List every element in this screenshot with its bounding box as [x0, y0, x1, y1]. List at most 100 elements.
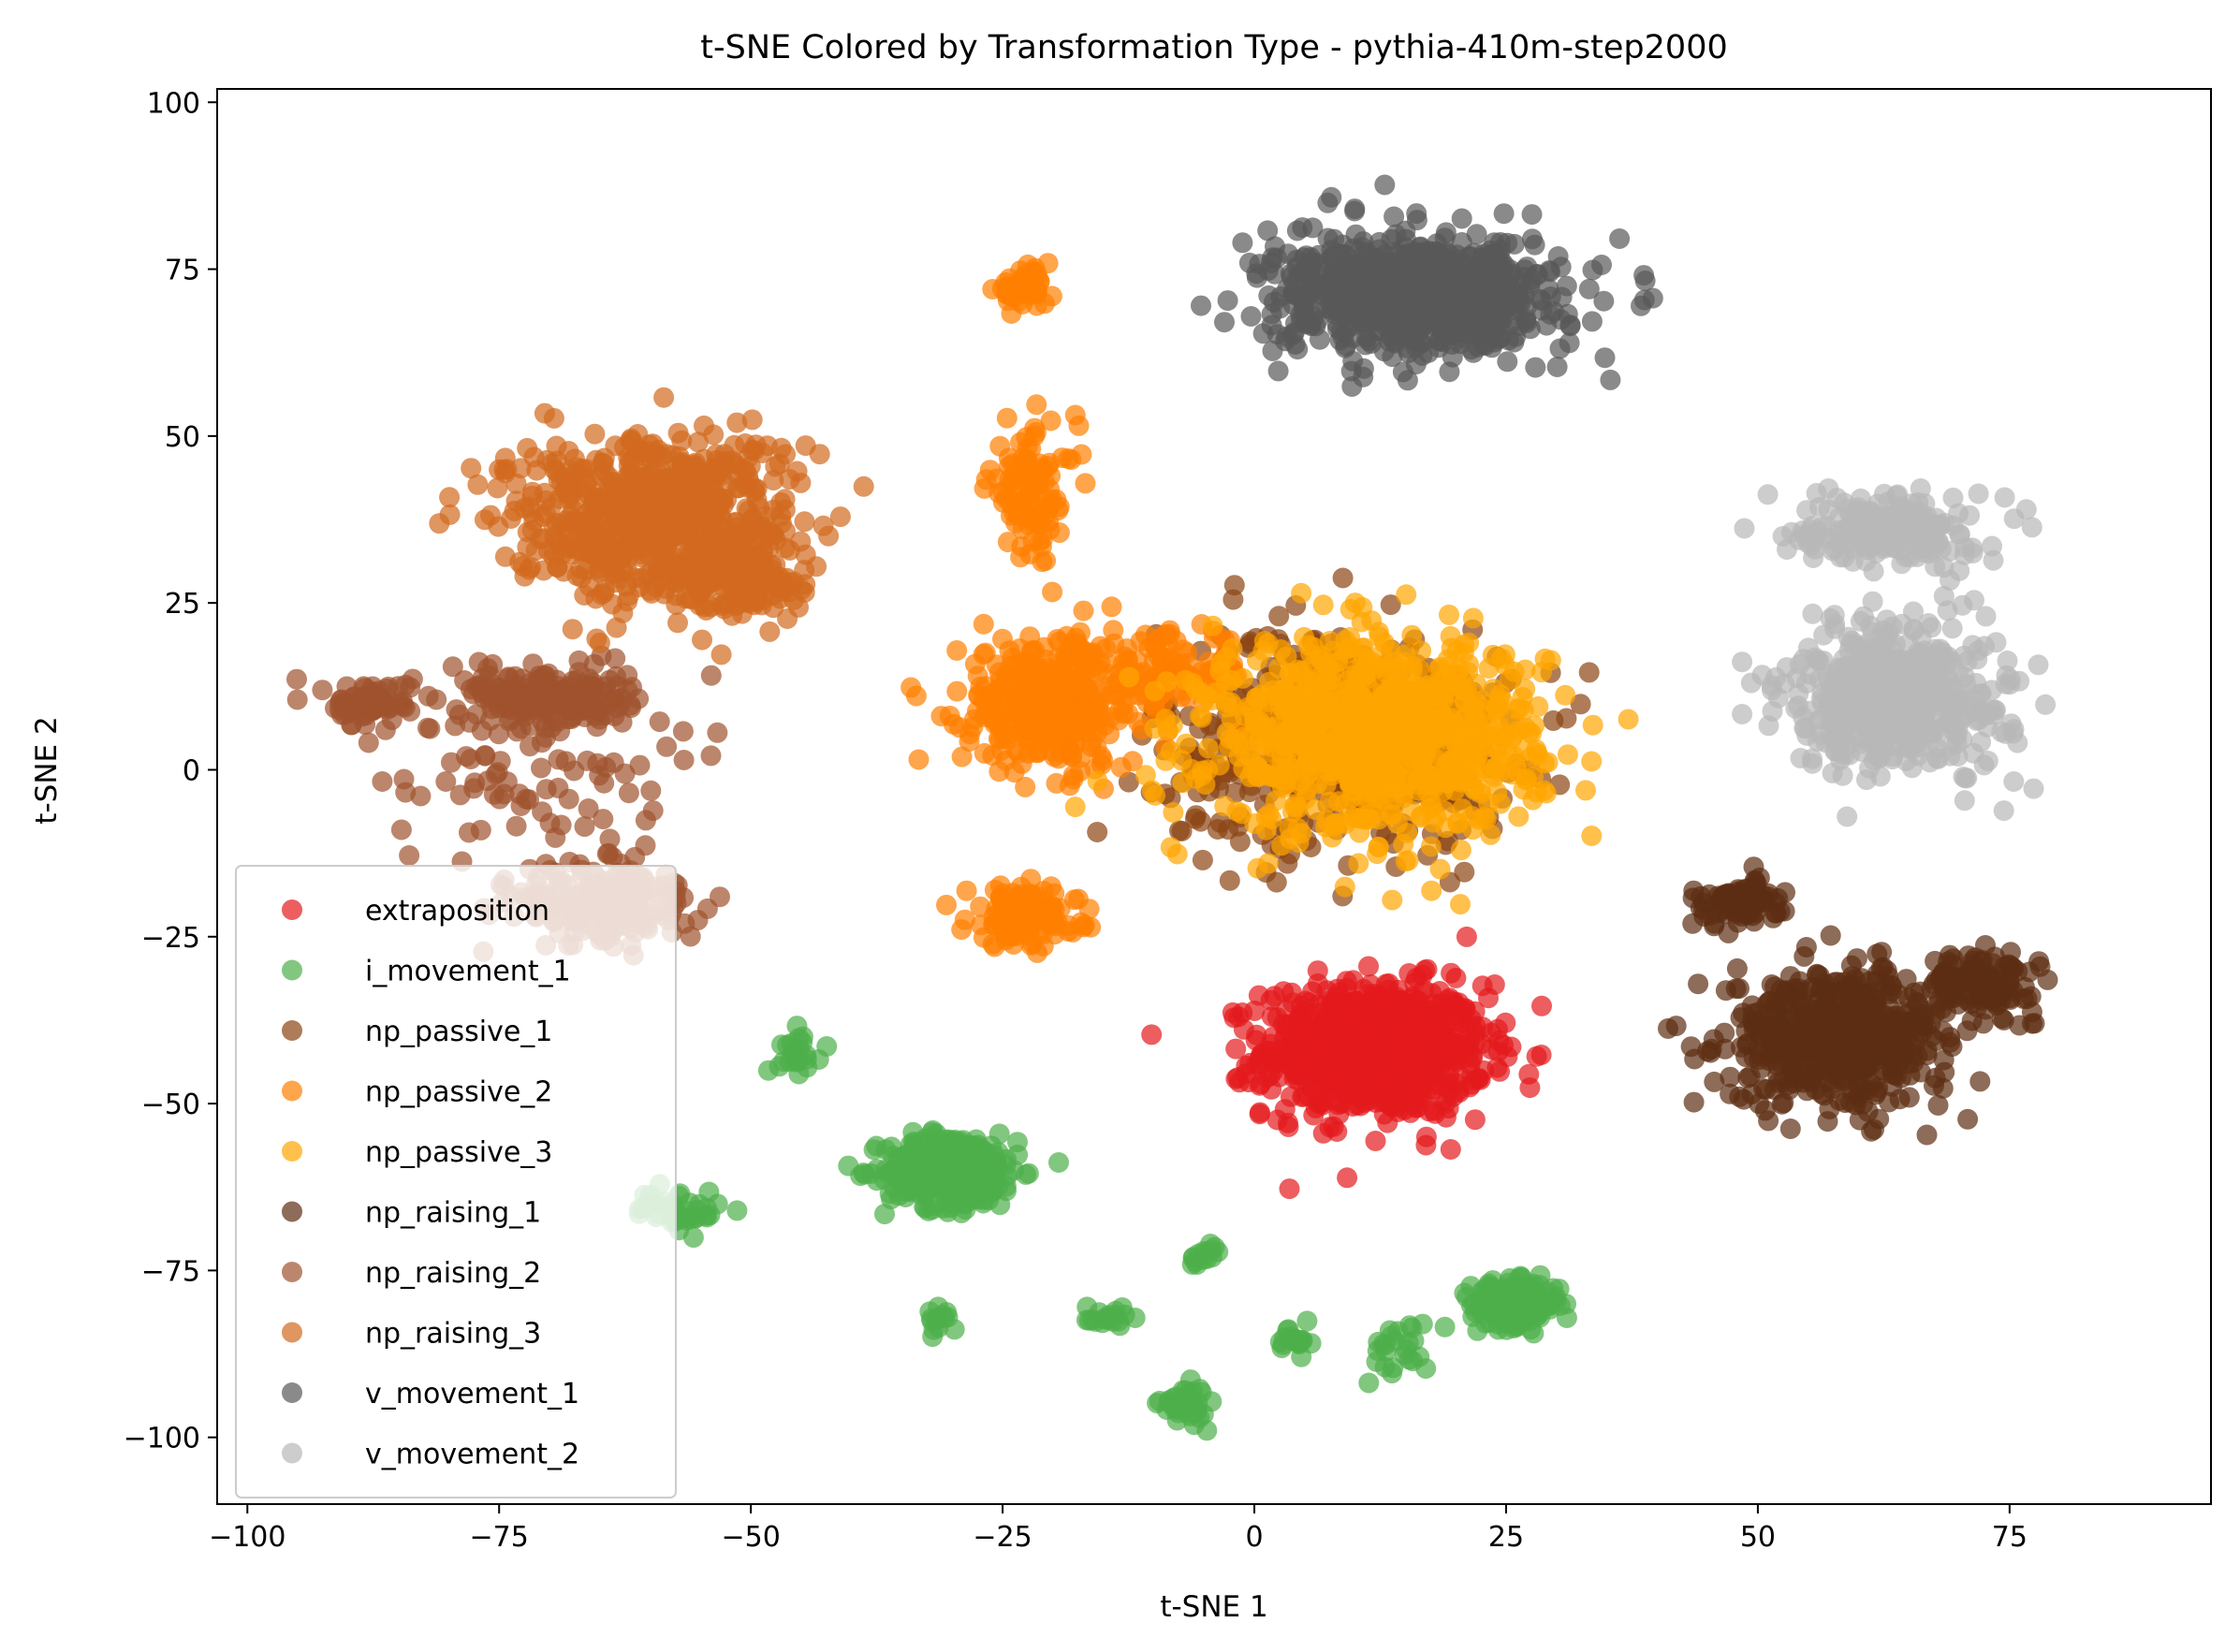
data-point — [1413, 979, 1435, 1001]
data-point — [946, 640, 968, 661]
data-point — [1864, 1118, 1884, 1140]
data-point — [1307, 773, 1328, 795]
data-point — [1557, 744, 1578, 766]
data-point — [1526, 1045, 1547, 1067]
data-point — [1279, 817, 1300, 839]
data-point — [605, 648, 626, 669]
data-point — [1683, 1091, 1705, 1113]
data-point — [922, 1148, 944, 1170]
data-point — [992, 481, 1014, 502]
data-point — [1287, 659, 1309, 680]
data-point — [1048, 522, 1070, 544]
data-point — [1795, 937, 1817, 958]
data-point — [1476, 1290, 1498, 1310]
data-point — [1040, 410, 1061, 431]
data-point — [1325, 987, 1347, 1009]
data-point — [1228, 746, 1250, 768]
data-point — [617, 665, 638, 686]
data-point — [1401, 624, 1423, 646]
data-point — [1066, 678, 1088, 699]
data-point — [1575, 780, 1596, 801]
data-point — [1348, 853, 1369, 874]
data-point — [1494, 654, 1515, 676]
data-point — [883, 1162, 904, 1183]
data-point — [1370, 777, 1392, 798]
data-point — [954, 909, 975, 930]
data-point — [1279, 1178, 1300, 1200]
data-point — [995, 750, 1017, 771]
data-point — [1229, 1072, 1251, 1093]
data-point — [1176, 733, 1197, 754]
data-point — [1342, 1040, 1364, 1061]
data-point — [1246, 1054, 1267, 1075]
data-point — [1087, 822, 1108, 842]
data-point — [1086, 738, 1107, 758]
data-point — [930, 1305, 952, 1326]
data-point — [1318, 670, 1340, 692]
points-layer — [286, 174, 2058, 1441]
data-point — [1000, 905, 1020, 926]
data-point — [1394, 651, 1415, 673]
data-point — [726, 1200, 748, 1221]
data-point — [1956, 1020, 1978, 1042]
data-point — [1047, 629, 1068, 650]
data-point — [1078, 899, 1100, 920]
data-point — [1805, 1061, 1826, 1083]
data-point — [1445, 967, 1467, 988]
data-point — [1371, 644, 1393, 665]
data-point — [1887, 984, 1909, 1005]
data-point — [1531, 662, 1552, 683]
data-point — [312, 680, 333, 701]
data-point — [1015, 707, 1036, 728]
data-point — [1233, 726, 1254, 748]
data-point — [1817, 982, 1838, 1003]
data-point — [1819, 1099, 1840, 1119]
data-point — [1221, 669, 1242, 691]
data-point — [1309, 688, 1330, 709]
data-point — [1865, 1084, 1886, 1105]
data-point — [1382, 889, 1403, 911]
data-point — [1726, 958, 1748, 979]
data-point — [1423, 680, 1444, 702]
data-point — [1927, 1094, 1949, 1116]
data-point — [1742, 1003, 1764, 1025]
data-point — [1720, 1083, 1741, 1104]
data-point — [1823, 1072, 1844, 1092]
data-point — [1531, 995, 1552, 1016]
data-point — [1867, 997, 1888, 1018]
data-point — [1912, 1016, 1934, 1037]
data-point — [1488, 1030, 1510, 1051]
data-point — [1461, 1045, 1483, 1066]
data-point — [1042, 581, 1063, 603]
data-point — [966, 1136, 988, 1158]
data-point — [2029, 956, 2051, 977]
data-point — [989, 435, 1011, 457]
data-point — [1415, 1126, 1437, 1148]
data-point — [395, 674, 417, 695]
data-point — [1080, 916, 1102, 938]
data-point — [1190, 705, 1210, 726]
data-point — [1284, 689, 1306, 710]
data-point — [1515, 1300, 1535, 1322]
data-point — [879, 1183, 900, 1205]
data-point — [1387, 715, 1409, 737]
data-point — [1449, 724, 1471, 746]
data-point — [905, 685, 927, 707]
data-point — [982, 1180, 1003, 1202]
data-point — [1277, 853, 1298, 874]
data-point — [1325, 689, 1346, 710]
data-point — [1296, 725, 1317, 747]
data-point — [1461, 1016, 1482, 1038]
data-point — [1015, 776, 1036, 797]
data-point — [1434, 1075, 1456, 1095]
data-point — [1848, 1074, 1869, 1095]
data-point — [932, 1197, 954, 1219]
data-point — [977, 685, 999, 707]
data-point — [1860, 1019, 1881, 1041]
data-point — [1439, 604, 1459, 625]
data-point — [1281, 757, 1302, 779]
data-point — [1720, 1066, 1741, 1088]
data-point — [946, 680, 968, 702]
data-point — [959, 724, 981, 745]
